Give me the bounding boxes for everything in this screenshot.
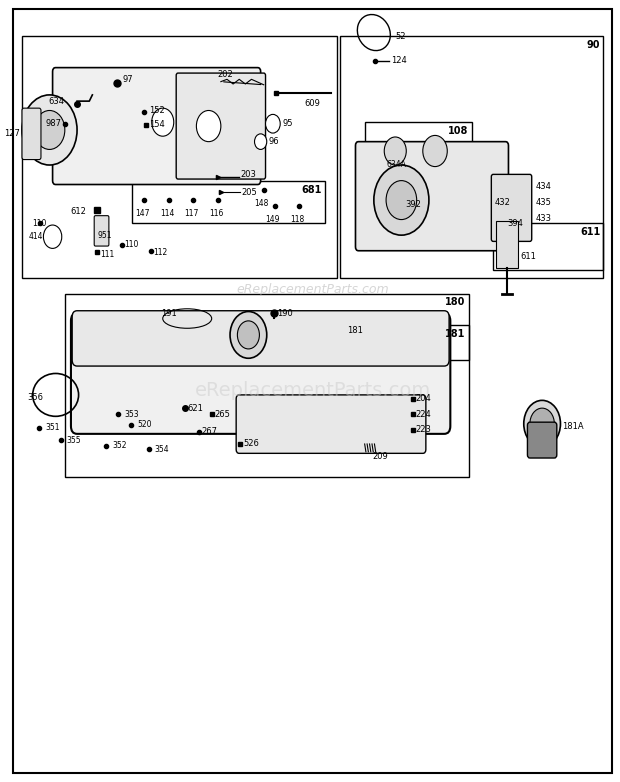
Text: 209: 209	[373, 452, 388, 461]
FancyBboxPatch shape	[71, 313, 450, 434]
Text: 111: 111	[100, 250, 114, 259]
Text: 267: 267	[202, 427, 217, 436]
Text: 355: 355	[67, 436, 81, 445]
Text: 116: 116	[209, 210, 223, 218]
Text: 149: 149	[265, 215, 280, 224]
Text: 354: 354	[155, 445, 169, 454]
Text: 181A: 181A	[562, 421, 584, 431]
FancyBboxPatch shape	[176, 73, 265, 179]
Circle shape	[34, 110, 65, 149]
Text: 526: 526	[243, 439, 259, 449]
FancyBboxPatch shape	[72, 310, 449, 366]
Text: 191: 191	[161, 309, 177, 317]
FancyBboxPatch shape	[528, 422, 557, 458]
Circle shape	[384, 137, 406, 165]
Text: 147: 147	[135, 210, 150, 218]
Circle shape	[237, 321, 259, 349]
Text: 432: 432	[495, 198, 511, 207]
Text: 681: 681	[301, 185, 322, 195]
Text: 224: 224	[415, 410, 431, 419]
Bar	[132, 181, 325, 224]
Text: 520: 520	[137, 420, 151, 429]
Text: 352: 352	[112, 441, 126, 450]
Text: 609: 609	[304, 99, 321, 108]
Text: 205: 205	[242, 188, 257, 197]
Bar	[340, 325, 469, 360]
Circle shape	[152, 108, 174, 136]
Circle shape	[43, 225, 62, 249]
Text: 190: 190	[277, 309, 293, 317]
Text: 95: 95	[282, 119, 293, 128]
Text: 414: 414	[29, 232, 43, 241]
Text: 148: 148	[255, 199, 269, 208]
Circle shape	[255, 134, 267, 149]
Circle shape	[265, 114, 280, 133]
Text: 202: 202	[218, 70, 234, 79]
Text: 114: 114	[160, 210, 174, 218]
Text: 180: 180	[445, 297, 466, 307]
Text: 612: 612	[70, 207, 86, 217]
FancyBboxPatch shape	[355, 142, 508, 251]
Text: 118: 118	[290, 215, 304, 224]
FancyBboxPatch shape	[53, 67, 260, 185]
Text: eReplacementParts.com: eReplacementParts.com	[195, 382, 431, 400]
Circle shape	[230, 311, 267, 358]
Circle shape	[22, 95, 77, 165]
Text: 223: 223	[415, 425, 432, 435]
Text: 181: 181	[348, 326, 363, 335]
Bar	[65, 293, 469, 477]
Text: 987: 987	[46, 119, 62, 128]
Text: 110: 110	[124, 240, 138, 249]
Bar	[493, 224, 603, 271]
Circle shape	[530, 408, 554, 439]
Text: 52: 52	[396, 32, 405, 41]
Text: 108: 108	[448, 126, 469, 136]
Text: 96: 96	[268, 137, 279, 146]
Text: 356: 356	[27, 393, 43, 402]
FancyBboxPatch shape	[491, 174, 532, 242]
Bar	[340, 37, 603, 278]
FancyBboxPatch shape	[236, 395, 426, 454]
Circle shape	[374, 165, 429, 235]
Text: 353: 353	[124, 410, 139, 419]
Circle shape	[524, 400, 560, 447]
Text: 181: 181	[445, 328, 466, 339]
Circle shape	[386, 181, 417, 220]
Bar	[365, 122, 472, 185]
Bar	[496, 221, 518, 268]
Circle shape	[423, 135, 447, 167]
Text: 394: 394	[507, 219, 523, 228]
Text: 112: 112	[154, 248, 168, 256]
Text: 154: 154	[149, 120, 164, 129]
Text: 265: 265	[215, 410, 231, 419]
Bar	[22, 37, 337, 278]
Text: 351: 351	[45, 423, 60, 432]
Text: 90: 90	[587, 41, 600, 50]
Text: eReplacementParts.com: eReplacementParts.com	[236, 283, 389, 296]
Text: 611: 611	[580, 228, 600, 238]
Text: 611: 611	[521, 253, 536, 261]
Text: 634: 634	[49, 97, 65, 106]
Text: 152: 152	[149, 106, 164, 115]
FancyBboxPatch shape	[94, 216, 109, 246]
Text: 434: 434	[536, 182, 552, 192]
Text: 204: 204	[415, 394, 431, 404]
Text: 110: 110	[32, 219, 46, 228]
Text: 392: 392	[405, 200, 422, 210]
Text: 621: 621	[187, 404, 203, 413]
Circle shape	[197, 110, 221, 142]
Text: 435: 435	[536, 198, 552, 207]
Text: 634A: 634A	[386, 160, 406, 169]
Text: 127: 127	[4, 129, 20, 138]
Text: 117: 117	[184, 210, 198, 218]
Text: 97: 97	[123, 75, 133, 84]
FancyBboxPatch shape	[22, 108, 41, 160]
Text: 203: 203	[241, 170, 256, 179]
Text: 433: 433	[536, 213, 552, 223]
Text: 951: 951	[97, 231, 112, 239]
Text: 124: 124	[391, 56, 407, 65]
